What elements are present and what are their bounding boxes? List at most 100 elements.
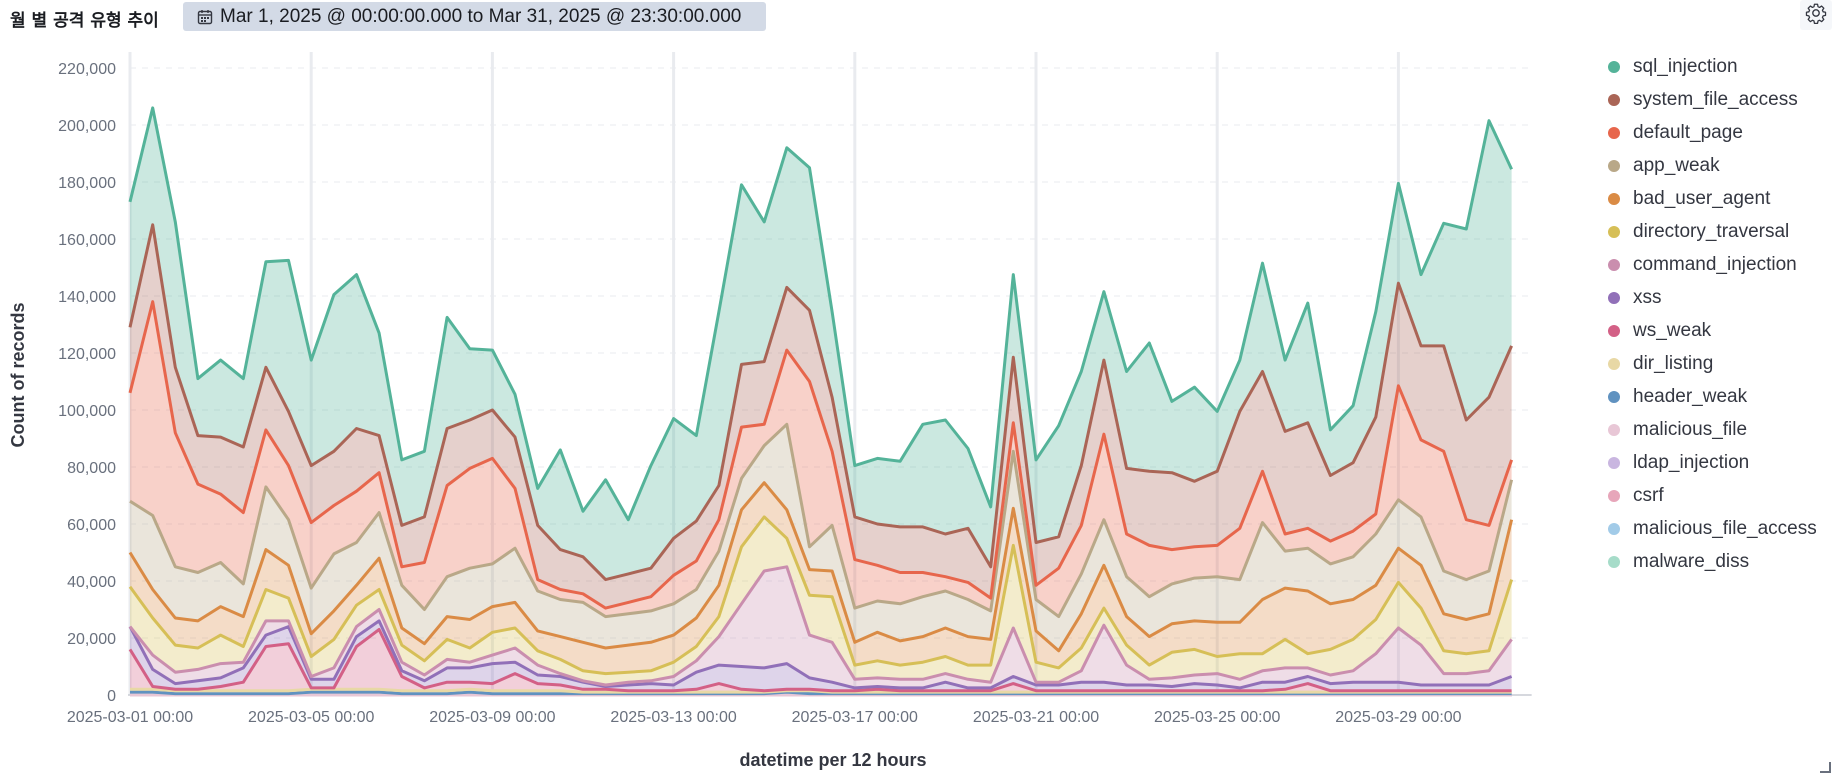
area-system-file-access — [130, 224, 1512, 609]
y-axis: 0 20,000 40,000 60,000 80,000 100,000 120,000 1… — [58, 61, 116, 705]
x-tick-label: 2025-03-25 00:00 — [1154, 709, 1280, 726]
y-tick-label: 200,000 — [58, 118, 116, 135]
legend-item-malware-diss[interactable]: malware_diss — [1600, 545, 1817, 578]
legend-item-header-weak[interactable]: header_weak — [1600, 380, 1817, 413]
legend-label: malware_diss — [1633, 550, 1750, 572]
y-axis-title: Count of records — [8, 302, 28, 447]
legend-item-csrf[interactable]: csrf — [1600, 479, 1817, 512]
x-tick-label: 2025-03-01 00:00 — [67, 709, 193, 726]
y-tick-label: 100,000 — [58, 403, 116, 420]
area-sql-injection — [130, 107, 1512, 580]
area-default-page — [130, 301, 1512, 617]
line-command-injection — [128, 565, 1513, 687]
time-range-badge[interactable]: Mar 1, 2025 @ 00:00:00.000 to Mar 31, 20… — [183, 2, 766, 31]
x-tick-label: 2025-03-13 00:00 — [610, 709, 736, 726]
legend-label: app_weak — [1633, 154, 1720, 176]
line-sql-injection — [128, 106, 1513, 522]
legend-label: command_injection — [1633, 253, 1797, 275]
y-tick-label: 180,000 — [58, 175, 116, 192]
chart-area: 0 20,000 40,000 60,000 80,000 100,000 120,000 1… — [8, 52, 1532, 770]
y-tick-label: 220,000 — [58, 61, 116, 78]
legend-swatch — [1608, 126, 1620, 139]
area-ws-weak — [130, 629, 1512, 693]
line-directory-traversal — [128, 515, 1514, 676]
legend-swatch — [1608, 192, 1620, 205]
legend-item-directory-traversal[interactable]: directory_traversal — [1600, 215, 1817, 248]
legend-label: malicious_file_access — [1633, 517, 1817, 539]
line-ws-weak — [128, 628, 1512, 693]
legend-swatch — [1608, 522, 1620, 535]
legend-label: malicious_file — [1633, 418, 1748, 440]
y-tick-label: 140,000 — [58, 289, 116, 306]
legend-swatch — [1608, 93, 1620, 106]
y-tick-label: 80,000 — [67, 460, 116, 477]
calendar-icon — [197, 9, 213, 25]
time-range-text: Mar 1, 2025 @ 00:00:00.000 to Mar 31, 20… — [220, 5, 742, 27]
legend-swatch — [1608, 324, 1620, 337]
x-tick-label: 2025-03-21 00:00 — [973, 709, 1099, 726]
legend-label: header_weak — [1633, 385, 1748, 407]
line-default-page — [128, 300, 1514, 610]
legend-swatch — [1608, 390, 1620, 403]
legend-item-xss[interactable]: xss — [1600, 281, 1817, 314]
legend-label: csrf — [1633, 484, 1664, 506]
y-tick-label: 40,000 — [67, 574, 116, 591]
line-app-weak — [129, 422, 1514, 619]
legend-item-malicious-file[interactable]: malicious_file — [1600, 413, 1817, 446]
legend: sql_injection system_file_access default_p… — [1600, 50, 1817, 578]
legend-swatch — [1608, 159, 1620, 172]
legend-label: system_file_access — [1633, 88, 1798, 110]
legend-label: xss — [1633, 286, 1662, 308]
y-tick-label: 60,000 — [67, 517, 116, 534]
legend-swatch — [1608, 423, 1620, 436]
y-tick-label: 0 — [107, 688, 116, 705]
series-lines — [128, 106, 1514, 697]
x-axis: 2025-03-01 00:00 2025-03-05 00:00 2025-03-… — [67, 709, 1462, 726]
legend-item-bad-user-agent[interactable]: bad_user_agent — [1600, 182, 1817, 215]
legend-swatch — [1608, 258, 1620, 271]
y-tick-label: 160,000 — [58, 232, 116, 249]
legend-item-app-weak[interactable]: app_weak — [1600, 149, 1817, 182]
area-bad-user-agent — [130, 482, 1512, 674]
legend-swatch — [1608, 555, 1620, 568]
legend-label: ldap_injection — [1633, 451, 1750, 473]
legend-swatch — [1608, 489, 1620, 502]
legend-item-sql-injection[interactable]: sql_injection — [1600, 50, 1817, 83]
x-tick-label: 2025-03-29 00:00 — [1335, 709, 1461, 726]
line-bad-user-agent — [128, 481, 1514, 653]
area-command-injection — [130, 566, 1512, 688]
gear-icon — [1805, 2, 1827, 28]
legend-item-default-page[interactable]: default_page — [1600, 116, 1817, 149]
legend-swatch — [1608, 225, 1620, 238]
legend-label: directory_traversal — [1633, 220, 1790, 242]
legend-label: sql_injection — [1633, 55, 1738, 77]
x-tick-label: 2025-03-17 00:00 — [792, 709, 918, 726]
line-xss — [128, 619, 1513, 690]
panel-header: 월 별 공격 유형 추이 Mar 1, 2025 @ 00:00:00.000 … — [0, 0, 1835, 34]
legend-item-ws-weak[interactable]: ws_weak — [1600, 314, 1817, 347]
y-tick-label: 20,000 — [67, 631, 116, 648]
legend-item-command-injection[interactable]: command_injection — [1600, 248, 1817, 281]
settings-button[interactable] — [1800, 0, 1832, 30]
legend-swatch — [1608, 357, 1620, 370]
legend-item-dir-listing[interactable]: dir_listing — [1600, 347, 1817, 380]
legend-swatch — [1608, 60, 1620, 73]
legend-swatch — [1608, 456, 1620, 469]
x-axis-title: datetime per 12 hours — [739, 750, 926, 770]
legend-label: default_page — [1633, 121, 1743, 143]
legend-label: bad_user_agent — [1633, 187, 1771, 209]
x-tick-label: 2025-03-09 00:00 — [429, 709, 555, 726]
legend-label: ws_weak — [1633, 319, 1712, 341]
legend-label: dir_listing — [1633, 352, 1714, 374]
area-xss — [130, 620, 1512, 691]
legend-item-ldap-injection[interactable]: ldap_injection — [1600, 446, 1817, 479]
x-tick-label: 2025-03-05 00:00 — [248, 709, 374, 726]
area-directory-traversal — [130, 516, 1512, 685]
y-tick-label: 120,000 — [58, 346, 116, 363]
resize-handle-icon[interactable] — [1820, 762, 1831, 773]
legend-swatch — [1608, 291, 1620, 304]
legend-item-system-file-access[interactable]: system_file_access — [1600, 83, 1817, 116]
line-system-file-access — [128, 223, 1513, 582]
panel-title: 월 별 공격 유형 추이 — [10, 11, 159, 31]
legend-item-malicious-file-access[interactable]: malicious_file_access — [1600, 512, 1817, 545]
